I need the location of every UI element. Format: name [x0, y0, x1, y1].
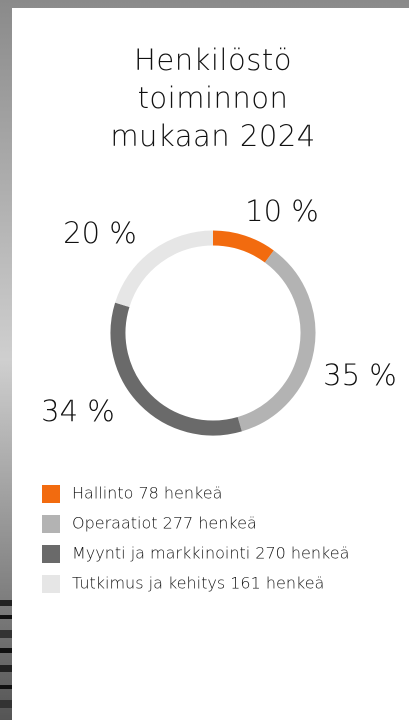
chart-layer: Henkilöstö toiminnon mukaan 2024 10 % Hallin…	[41, 43, 397, 593]
chart-title: Henkilöstö	[134, 43, 292, 77]
donut-segment	[110, 302, 242, 436]
value-label: 10 %	[245, 194, 319, 228]
value-label: 34 %	[41, 394, 115, 428]
donut-segment	[212, 230, 274, 263]
value-label: 20 %	[63, 216, 137, 250]
legend-swatch	[42, 515, 60, 533]
legend-swatch	[42, 485, 60, 503]
value-label: 35 %	[323, 358, 397, 392]
legend-label: Hallinto 78 henkeä	[72, 484, 222, 503]
background-stripes	[0, 600, 12, 708]
donut-segment	[115, 230, 214, 308]
legend-label: Myynti ja markkinointi 270 henkeä	[72, 544, 349, 563]
legend-swatch	[42, 575, 60, 593]
card	[12, 8, 409, 720]
donut-segment	[237, 250, 316, 432]
legend-swatch	[42, 545, 60, 563]
legend-label: Operaatiot 277 henkeä	[72, 514, 257, 533]
chart-title: mukaan 2024	[110, 119, 315, 153]
chart-title: toiminnon	[138, 81, 289, 115]
legend-label: Tutkimus ja kehitys 161 henkeä	[72, 574, 324, 593]
